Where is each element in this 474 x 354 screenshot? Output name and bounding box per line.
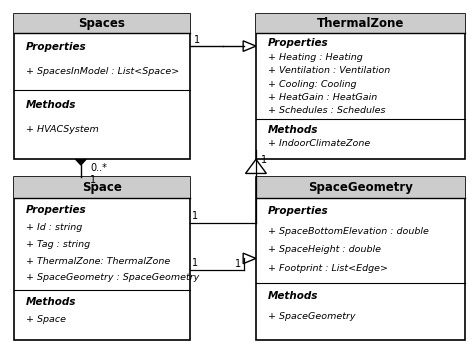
Text: + ThermalZone: ThermalZone: + ThermalZone: ThermalZone bbox=[26, 257, 170, 266]
Text: 0..*: 0..* bbox=[91, 164, 107, 173]
FancyBboxPatch shape bbox=[14, 177, 190, 340]
Text: + SpaceHeight : double: + SpaceHeight : double bbox=[268, 245, 381, 255]
Text: 1: 1 bbox=[261, 155, 267, 165]
Text: ThermalZone: ThermalZone bbox=[317, 17, 404, 30]
Text: + SpacesInModel : List<Space>: + SpacesInModel : List<Space> bbox=[26, 68, 179, 76]
Text: 1: 1 bbox=[91, 175, 97, 185]
Text: Methods: Methods bbox=[26, 99, 76, 110]
Text: Properties: Properties bbox=[26, 42, 87, 52]
Text: + HeatGain : HeatGain: + HeatGain : HeatGain bbox=[268, 93, 377, 102]
FancyBboxPatch shape bbox=[14, 14, 190, 33]
Text: + HVACSystem: + HVACSystem bbox=[26, 125, 99, 134]
Text: Space: Space bbox=[82, 181, 122, 194]
Text: + Heating : Heating: + Heating : Heating bbox=[268, 53, 363, 62]
Text: 1: 1 bbox=[235, 259, 241, 269]
Text: + SpaceBottomElevation : double: + SpaceBottomElevation : double bbox=[268, 227, 428, 235]
Text: Properties: Properties bbox=[26, 205, 87, 215]
Text: Properties: Properties bbox=[268, 206, 328, 216]
FancyBboxPatch shape bbox=[14, 14, 190, 159]
Text: 1: 1 bbox=[192, 211, 198, 221]
Text: + Id : string: + Id : string bbox=[26, 223, 82, 232]
FancyBboxPatch shape bbox=[256, 177, 465, 198]
Text: Methods: Methods bbox=[268, 291, 318, 301]
Polygon shape bbox=[76, 154, 86, 165]
Text: + SpaceGeometry: + SpaceGeometry bbox=[268, 312, 356, 320]
Text: + IndoorClimateZone: + IndoorClimateZone bbox=[268, 139, 370, 148]
Text: Methods: Methods bbox=[26, 297, 76, 307]
Text: + SpaceGeometry : SpaceGeometry: + SpaceGeometry : SpaceGeometry bbox=[26, 273, 200, 282]
Text: + Space: + Space bbox=[26, 315, 66, 324]
Text: SpaceGeometry: SpaceGeometry bbox=[308, 181, 413, 194]
Text: + Ventilation : Ventilation: + Ventilation : Ventilation bbox=[268, 66, 390, 75]
Text: Spaces: Spaces bbox=[79, 17, 125, 30]
Text: Methods: Methods bbox=[268, 125, 318, 135]
Text: Properties: Properties bbox=[268, 38, 328, 48]
Text: 1: 1 bbox=[192, 258, 198, 268]
FancyBboxPatch shape bbox=[256, 14, 465, 159]
FancyBboxPatch shape bbox=[256, 177, 465, 340]
Text: 1: 1 bbox=[194, 35, 201, 45]
FancyBboxPatch shape bbox=[14, 177, 190, 198]
Text: + Schedules : Schedules: + Schedules : Schedules bbox=[268, 106, 385, 115]
FancyBboxPatch shape bbox=[256, 14, 465, 33]
Text: + Cooling: Cooling: + Cooling: Cooling bbox=[268, 80, 356, 88]
Text: + Footprint : List<Edge>: + Footprint : List<Edge> bbox=[268, 264, 388, 273]
Text: + Tag : string: + Tag : string bbox=[26, 240, 90, 249]
